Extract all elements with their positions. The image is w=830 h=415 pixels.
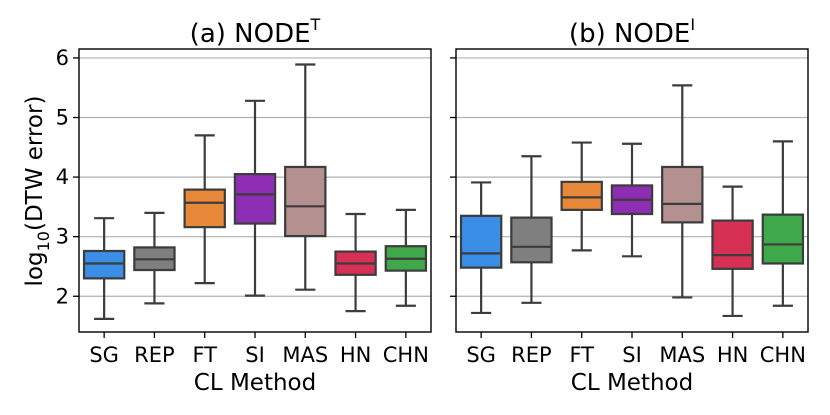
box-body xyxy=(711,219,754,270)
box-body xyxy=(560,180,603,211)
box-si xyxy=(233,99,277,297)
panel-a: (a) NODET 2 3 4 5 6 SG REP FT SI MAS HN CHN CL Met… xyxy=(22,15,432,396)
x-tick-label-chn: CHN xyxy=(383,343,429,367)
y-tick-label: 6 xyxy=(56,46,69,70)
x-tick-label-ft: FT xyxy=(569,343,594,367)
panel-b-x-ticks: SG REP FT SI MAS HN CHN xyxy=(466,332,806,367)
x-tick-label-rep: REP xyxy=(511,343,552,367)
box-body xyxy=(510,216,553,264)
box-body xyxy=(661,165,704,224)
panel-b-title: (b) NODEI xyxy=(569,15,695,49)
x-tick-label-ft: FT xyxy=(192,343,217,367)
panel-b-boxes xyxy=(459,84,805,318)
box-body xyxy=(233,173,277,225)
x-tick-label-sg: SG xyxy=(89,343,119,367)
y-tick-label: 3 xyxy=(56,225,69,249)
y-tick-label: 2 xyxy=(56,284,69,308)
panel-b-y-ticks xyxy=(450,57,456,297)
x-tick-label-mas: MAS xyxy=(659,343,705,367)
box-rep xyxy=(133,211,176,305)
box-chn xyxy=(761,140,805,307)
box-body xyxy=(459,214,503,269)
panel-a-x-axis-label: CL Method xyxy=(194,370,316,396)
box-hn xyxy=(711,185,754,318)
box-si xyxy=(610,142,654,258)
x-tick-label-hn: HN xyxy=(340,343,372,367)
box-ft xyxy=(560,141,603,252)
panel-b-x-axis-label: CL Method xyxy=(571,370,693,396)
y-tick-label: 5 xyxy=(56,106,69,130)
x-tick-label-si: SI xyxy=(622,343,642,367)
box-mas xyxy=(661,84,704,299)
y-axis-label: log10(DTW error) xyxy=(22,96,53,287)
x-tick-label-mas: MAS xyxy=(282,343,328,367)
box-rep xyxy=(510,155,553,304)
panel-a-boxes xyxy=(82,63,428,320)
y-tick-label: 4 xyxy=(56,165,69,189)
box-hn xyxy=(334,212,377,313)
box-body xyxy=(761,213,805,265)
x-tick-label-chn: CHN xyxy=(760,343,806,367)
box-mas xyxy=(284,63,327,291)
box-body xyxy=(284,165,327,238)
panel-a-title: (a) NODET xyxy=(190,15,321,49)
x-tick-label-si: SI xyxy=(245,343,265,367)
box-sg xyxy=(82,217,126,320)
panel-a-x-ticks: SG REP FT SI MAS HN CHN xyxy=(89,332,429,367)
x-tick-label-sg: SG xyxy=(466,343,496,367)
box-body xyxy=(183,188,226,229)
panel-a-y-ticks: 2 3 4 5 6 xyxy=(56,46,79,308)
box-body xyxy=(82,249,126,280)
box-sg xyxy=(459,181,503,315)
box-ft xyxy=(183,134,226,285)
box-chn xyxy=(384,208,428,307)
panel-b: (b) NODEI SG REP FT SI MAS HN CHN CL Method xyxy=(450,15,809,396)
x-tick-label-rep: REP xyxy=(134,343,175,367)
x-tick-label-hn: HN xyxy=(717,343,749,367)
